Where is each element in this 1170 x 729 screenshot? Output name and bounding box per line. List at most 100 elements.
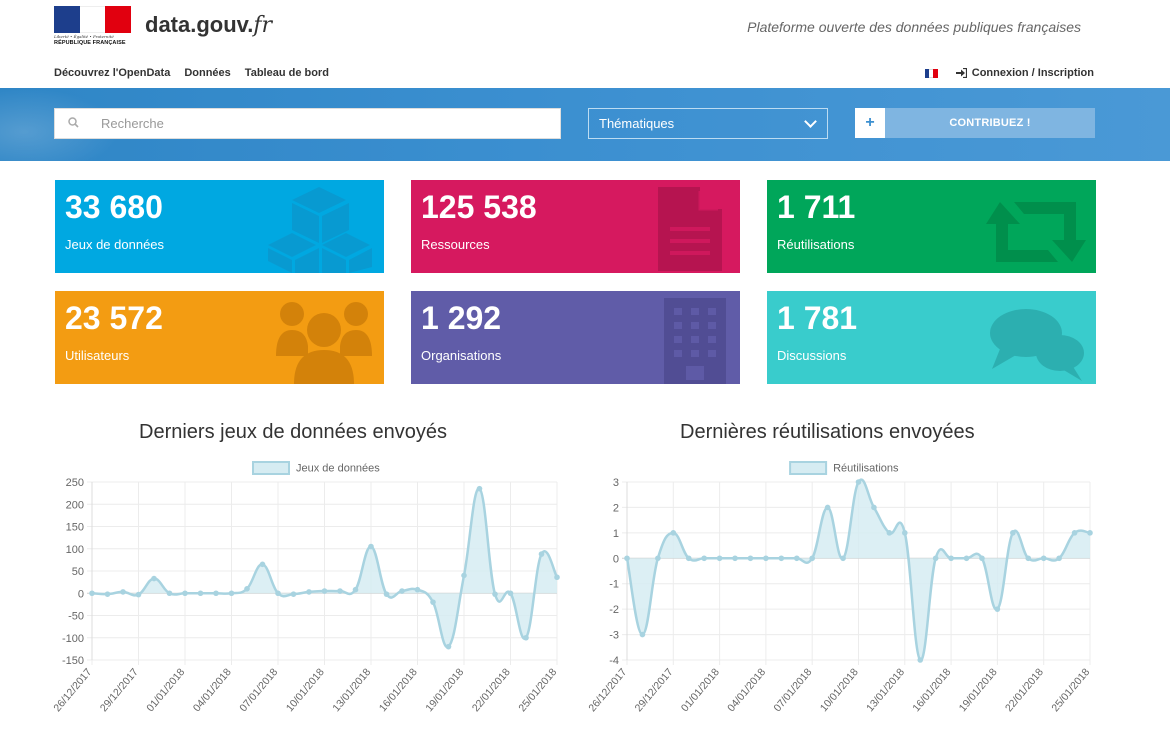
x-tick-label: 29/12/2017 [98, 666, 141, 714]
data-point[interactable] [507, 590, 514, 597]
data-point[interactable] [824, 504, 831, 511]
y-tick-label: 250 [66, 477, 84, 489]
data-point[interactable] [166, 590, 173, 597]
data-point[interactable] [89, 590, 95, 597]
data-point[interactable] [182, 590, 188, 597]
y-tick-label: 1 [613, 528, 619, 540]
data-point[interactable] [538, 551, 545, 557]
search-banner: Thématiques + CONTRIBUEZ ! [0, 88, 1170, 161]
data-point[interactable] [414, 586, 421, 593]
data-point[interactable] [259, 561, 266, 568]
data-point[interactable] [994, 606, 1001, 612]
data-point[interactable] [306, 589, 312, 595]
french-flag-icon[interactable] [924, 68, 938, 78]
y-tick-label: -4 [609, 655, 619, 667]
nav-item-tableau-de-bord[interactable]: Tableau de bord [244, 67, 329, 79]
y-tick-label: -1 [609, 579, 619, 591]
data-point[interactable] [1071, 530, 1078, 536]
thematiques-select[interactable]: Thématiques [588, 108, 828, 139]
data-point[interactable] [352, 586, 359, 593]
data-point[interactable] [747, 555, 754, 562]
data-point[interactable] [639, 631, 646, 638]
chart-legend[interactable]: Réutilisations [789, 461, 899, 475]
data-point[interactable] [399, 588, 405, 594]
data-point[interactable] [732, 555, 738, 562]
x-tick-label: 16/01/2018 [910, 666, 953, 714]
x-tick-label: 04/01/2018 [191, 666, 234, 714]
cubes-icon [268, 187, 372, 273]
data-point[interactable] [979, 555, 985, 562]
data-point[interactable] [523, 634, 529, 641]
data-point[interactable] [275, 590, 281, 597]
retweet-icon [986, 202, 1086, 262]
data-point[interactable] [917, 657, 924, 663]
data-point[interactable] [871, 504, 877, 511]
republique-francaise-logo[interactable]: Liberté • Égalité • Fraternité RÉPUBLIQU… [54, 6, 131, 48]
data-point[interactable] [213, 590, 219, 597]
tile-value: 1 711 [777, 189, 856, 225]
data-point[interactable] [1087, 530, 1093, 536]
tile-reutilisations[interactable]: 1 711 Réutilisations [767, 180, 1096, 273]
data-point[interactable] [948, 555, 954, 562]
data-point[interactable] [104, 591, 111, 597]
y-tick-label: 2 [613, 502, 619, 514]
data-point[interactable] [1010, 530, 1016, 536]
search-box[interactable] [54, 108, 561, 139]
tile-label: Discussions [777, 348, 847, 363]
data-point[interactable] [151, 575, 157, 582]
data-point[interactable] [716, 555, 723, 562]
data-point[interactable] [886, 530, 893, 536]
data-point[interactable] [809, 555, 815, 562]
data-point[interactable] [624, 555, 630, 562]
search-input[interactable] [101, 116, 541, 131]
data-point[interactable] [445, 643, 452, 650]
data-point[interactable] [321, 588, 328, 594]
user-nav: Connexion / Inscription [924, 67, 1094, 79]
data-point[interactable] [554, 574, 560, 581]
x-tick-label: 19/01/2018 [423, 666, 466, 714]
tile-organisations[interactable]: 1 292 Organisations [411, 291, 740, 384]
data-point[interactable] [337, 588, 343, 594]
data-point[interactable] [197, 590, 204, 597]
data-point[interactable] [778, 555, 785, 562]
data-point[interactable] [793, 555, 800, 562]
chevron-down-icon [804, 115, 817, 128]
data-point[interactable] [670, 530, 677, 536]
data-point[interactable] [932, 555, 939, 562]
data-point[interactable] [461, 572, 467, 579]
data-point[interactable] [763, 555, 769, 562]
chart-legend[interactable]: Jeux de données [252, 461, 380, 475]
data-point[interactable] [1040, 555, 1047, 562]
tile-discussions[interactable]: 1 781 Discussions [767, 291, 1096, 384]
site-brand[interactable]: data.gouv.fr [145, 12, 272, 38]
datasets-chart: Jeux de données 250 200 150 100 50 0 -50 -100 -15… [51, 461, 560, 714]
tile-ressources[interactable]: 125 538 Ressources [411, 180, 740, 273]
data-point[interactable] [368, 543, 374, 550]
data-point[interactable] [120, 589, 126, 595]
data-point[interactable] [855, 479, 862, 485]
data-point[interactable] [685, 555, 692, 562]
data-point[interactable] [840, 555, 846, 562]
data-point[interactable] [963, 555, 970, 562]
data-point[interactable] [902, 530, 908, 536]
data-point[interactable] [228, 590, 235, 597]
data-point[interactable] [655, 555, 661, 562]
data-point[interactable] [701, 555, 707, 562]
data-point[interactable] [135, 591, 142, 598]
data-point[interactable] [492, 591, 498, 597]
data-point[interactable] [1025, 555, 1032, 562]
contribute-button[interactable]: + CONTRIBUEZ ! [855, 108, 1095, 138]
tile-jeux-de-donnees[interactable]: 33 680 Jeux de données [55, 180, 384, 273]
data-point[interactable] [244, 586, 250, 592]
tile-value: 23 572 [65, 300, 163, 336]
data-point[interactable] [290, 591, 297, 597]
tile-utilisateurs[interactable]: 23 572 Utilisateurs [55, 291, 384, 384]
nav-item-opendata[interactable]: Découvrez l'OpenData [54, 67, 171, 79]
data-point[interactable] [383, 591, 390, 597]
login-link[interactable]: Connexion / Inscription [955, 67, 1094, 79]
data-point[interactable] [1056, 555, 1062, 562]
data-point[interactable] [476, 485, 483, 492]
nav-item-donnees[interactable]: Données [184, 67, 231, 79]
y-tick-label: 200 [66, 499, 84, 511]
data-point[interactable] [430, 599, 436, 605]
